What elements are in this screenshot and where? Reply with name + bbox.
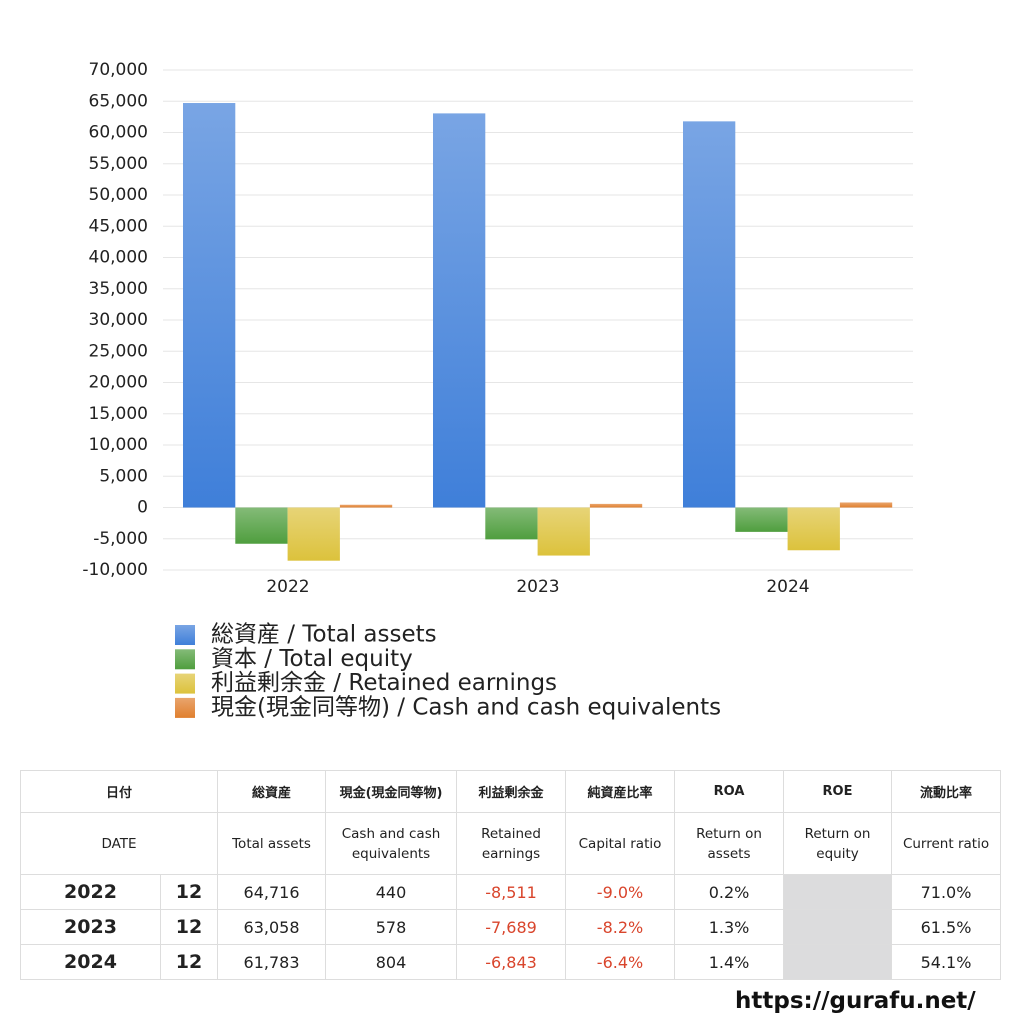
y-tick-label: 50,000 — [89, 185, 148, 205]
bar — [183, 103, 236, 508]
table-cell: 61,783 — [217, 944, 327, 980]
table-cell: DATE — [19, 812, 219, 875]
y-tick-label: -10,000 — [82, 560, 148, 580]
bar — [287, 507, 340, 561]
table-cell: Return on assets — [674, 812, 785, 875]
bar — [537, 507, 590, 556]
table-cell: 12 — [159, 874, 219, 910]
y-tick-label: 10,000 — [89, 435, 148, 455]
table-cell — [783, 944, 893, 980]
table-cell: 2022 — [20, 874, 161, 910]
table-cell: 日付 — [19, 770, 219, 813]
table-cell: 総資産 — [217, 770, 327, 813]
y-tick-label: -5,000 — [93, 529, 148, 549]
y-tick-label: 35,000 — [89, 279, 148, 299]
legend-label: 総資産 / Total assets — [211, 622, 437, 648]
table-cell: 12 — [159, 944, 219, 980]
table-cell: 54.1% — [891, 944, 1002, 980]
y-tick-label: 0 — [137, 498, 148, 518]
table-cell: 純資産比率 — [565, 770, 676, 813]
table-cell: 12 — [159, 909, 219, 945]
table-cell: 0.2% — [674, 874, 785, 910]
table-cell: 578 — [325, 909, 458, 945]
table-cell: Cash and cash equivalents — [325, 812, 458, 875]
table-cell: Return on equity — [783, 812, 893, 875]
table-cell: 440 — [325, 874, 458, 910]
legend-label: 利益剰余金 / Retained earnings — [211, 670, 557, 696]
legend-swatch — [175, 697, 195, 718]
table-cell: -8,511 — [456, 874, 567, 910]
table-cell: 1.3% — [674, 909, 785, 945]
x-tick-label: 2022 — [266, 577, 309, 597]
y-tick-label: 45,000 — [89, 216, 148, 236]
table-cell: 71.0% — [891, 874, 1002, 910]
table-cell: 63,058 — [217, 909, 327, 945]
legend-swatch — [175, 673, 195, 694]
table-cell: -6.4% — [565, 944, 676, 980]
table-cell: ROA — [674, 770, 785, 813]
bar — [683, 121, 736, 508]
table-cell: 2024 — [20, 944, 161, 980]
y-tick-label: 55,000 — [89, 154, 148, 174]
y-tick-label: 30,000 — [89, 310, 148, 330]
bar — [839, 502, 893, 508]
bar — [235, 507, 288, 544]
y-tick-label: 15,000 — [89, 404, 148, 424]
bar — [589, 503, 643, 508]
table-cell: -6,843 — [456, 944, 567, 980]
chart: 70,000 65,000 60,000 55,000 50,000 45,000 40,0… — [82, 60, 913, 720]
table-cell: 61.5% — [891, 909, 1002, 945]
legend-swatch — [175, 649, 195, 670]
table-cell — [783, 909, 893, 945]
y-tick-label: 5,000 — [99, 466, 148, 486]
table-cell: 804 — [325, 944, 458, 980]
table-cell: 現金(現金同等物) — [325, 770, 458, 813]
legend-label: 資本 / Total equity — [211, 646, 413, 672]
table-cell: -8.2% — [565, 909, 676, 945]
table-cell — [783, 874, 893, 910]
bar — [433, 113, 486, 508]
y-tick-label: 20,000 — [89, 373, 148, 393]
table-cell: -7,689 — [456, 909, 567, 945]
y-tick-label: 25,000 — [89, 341, 148, 361]
data-table: 日付 総資産 現金(現金同等物) 利益剰余金 純資産比率 ROA ROE 流動比率 DATE To… — [19, 770, 1002, 980]
y-tick-label: 40,000 — [89, 248, 148, 268]
table-cell: Retained earnings — [456, 812, 567, 875]
y-tick-label: 60,000 — [89, 123, 148, 143]
y-tick-label: 70,000 — [89, 60, 148, 80]
bar — [787, 507, 840, 551]
table-cell: 利益剰余金 — [456, 770, 567, 813]
table-cell: 1.4% — [674, 944, 785, 980]
footer-url: https://gurafu.net/ — [735, 988, 976, 1014]
table-cell: 2023 — [20, 909, 161, 945]
table-cell: Capital ratio — [565, 812, 676, 875]
table-cell: 64,716 — [217, 874, 327, 910]
table-cell: Current ratio — [891, 812, 1002, 875]
legend-swatch — [175, 625, 195, 645]
table-cell: 流動比率 — [891, 770, 1002, 813]
x-tick-label: 2024 — [766, 577, 809, 597]
x-tick-label: 2023 — [516, 577, 559, 597]
bar — [485, 507, 538, 540]
bar — [735, 507, 788, 532]
table-cell: ROE — [783, 770, 893, 813]
table-cell: -9.0% — [565, 874, 676, 910]
y-tick-label: 65,000 — [89, 91, 148, 111]
table-cell: Total assets — [217, 812, 327, 875]
bar — [339, 504, 393, 508]
legend-label: 現金(現金同等物) / Cash and cash equivalents — [211, 694, 721, 720]
